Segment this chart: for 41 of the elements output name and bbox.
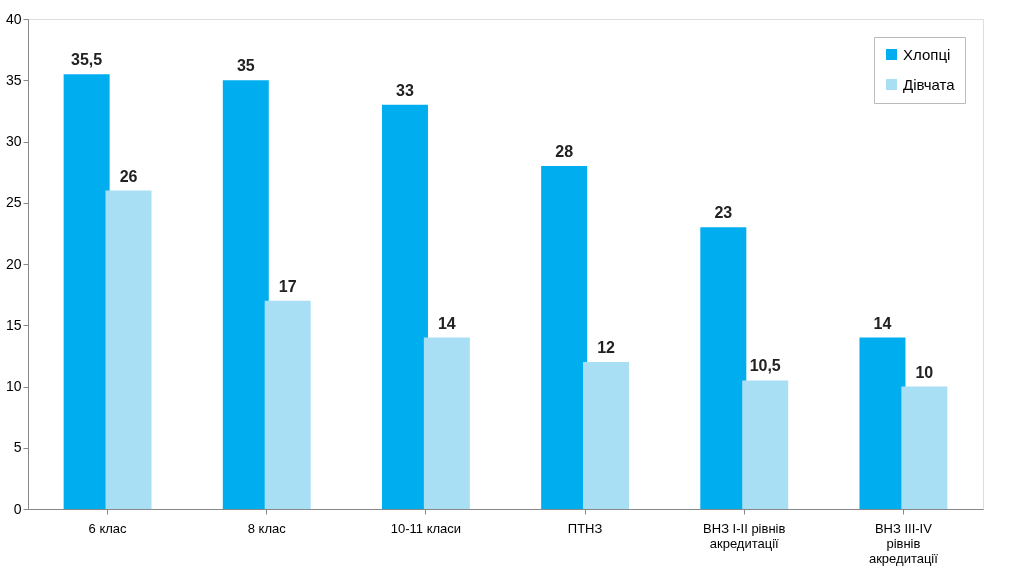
bar	[742, 380, 789, 509]
y-tick-label: 15	[5, 316, 22, 333]
legend-label: Хлопці	[903, 45, 951, 63]
x-tick-label: 8 клас	[247, 520, 287, 536]
data-label: 28	[555, 143, 574, 160]
data-label: 17	[278, 277, 297, 295]
y-tick-label: 0	[13, 500, 22, 517]
x-tick-label: 10-11 класи	[390, 520, 462, 536]
data-label: 35	[236, 57, 255, 75]
data-label: 12	[597, 339, 616, 356]
bar	[541, 166, 588, 509]
bar	[423, 337, 470, 509]
x-tick-label: ВНЗ III-IV рівнів акредитації	[868, 520, 939, 566]
data-label: 35,5	[71, 51, 103, 69]
x-tick-label: 6 клас	[88, 520, 128, 536]
x-tick-label: ПТНЗ	[567, 520, 603, 536]
y-tick-label: 40	[5, 10, 22, 27]
y-tick-label: 25	[5, 194, 22, 211]
bar	[105, 190, 152, 509]
y-tick-label: 35	[5, 71, 22, 88]
data-label: 10	[915, 363, 934, 381]
x-tick-label: ВНЗ I-II рівнів акредитації	[703, 520, 786, 551]
data-label: 10,5	[749, 357, 781, 375]
bar	[700, 227, 747, 509]
y-tick-label: 5	[13, 439, 22, 456]
bar	[264, 300, 311, 509]
data-label: 26	[119, 167, 138, 185]
y-tick-label: 10	[5, 378, 22, 394]
y-tick-label: 20	[5, 255, 22, 272]
bar	[381, 104, 428, 509]
bar	[583, 362, 630, 509]
bar	[859, 337, 906, 509]
bar	[901, 386, 948, 509]
bar	[63, 74, 110, 509]
bar	[222, 80, 269, 509]
data-label: 23	[714, 204, 733, 222]
legend-label: Дівчата	[903, 75, 956, 93]
data-label: 14	[437, 314, 456, 332]
y-tick-label: 30	[5, 133, 22, 149]
data-label: 14	[873, 314, 892, 332]
data-label: 33	[396, 81, 414, 99]
